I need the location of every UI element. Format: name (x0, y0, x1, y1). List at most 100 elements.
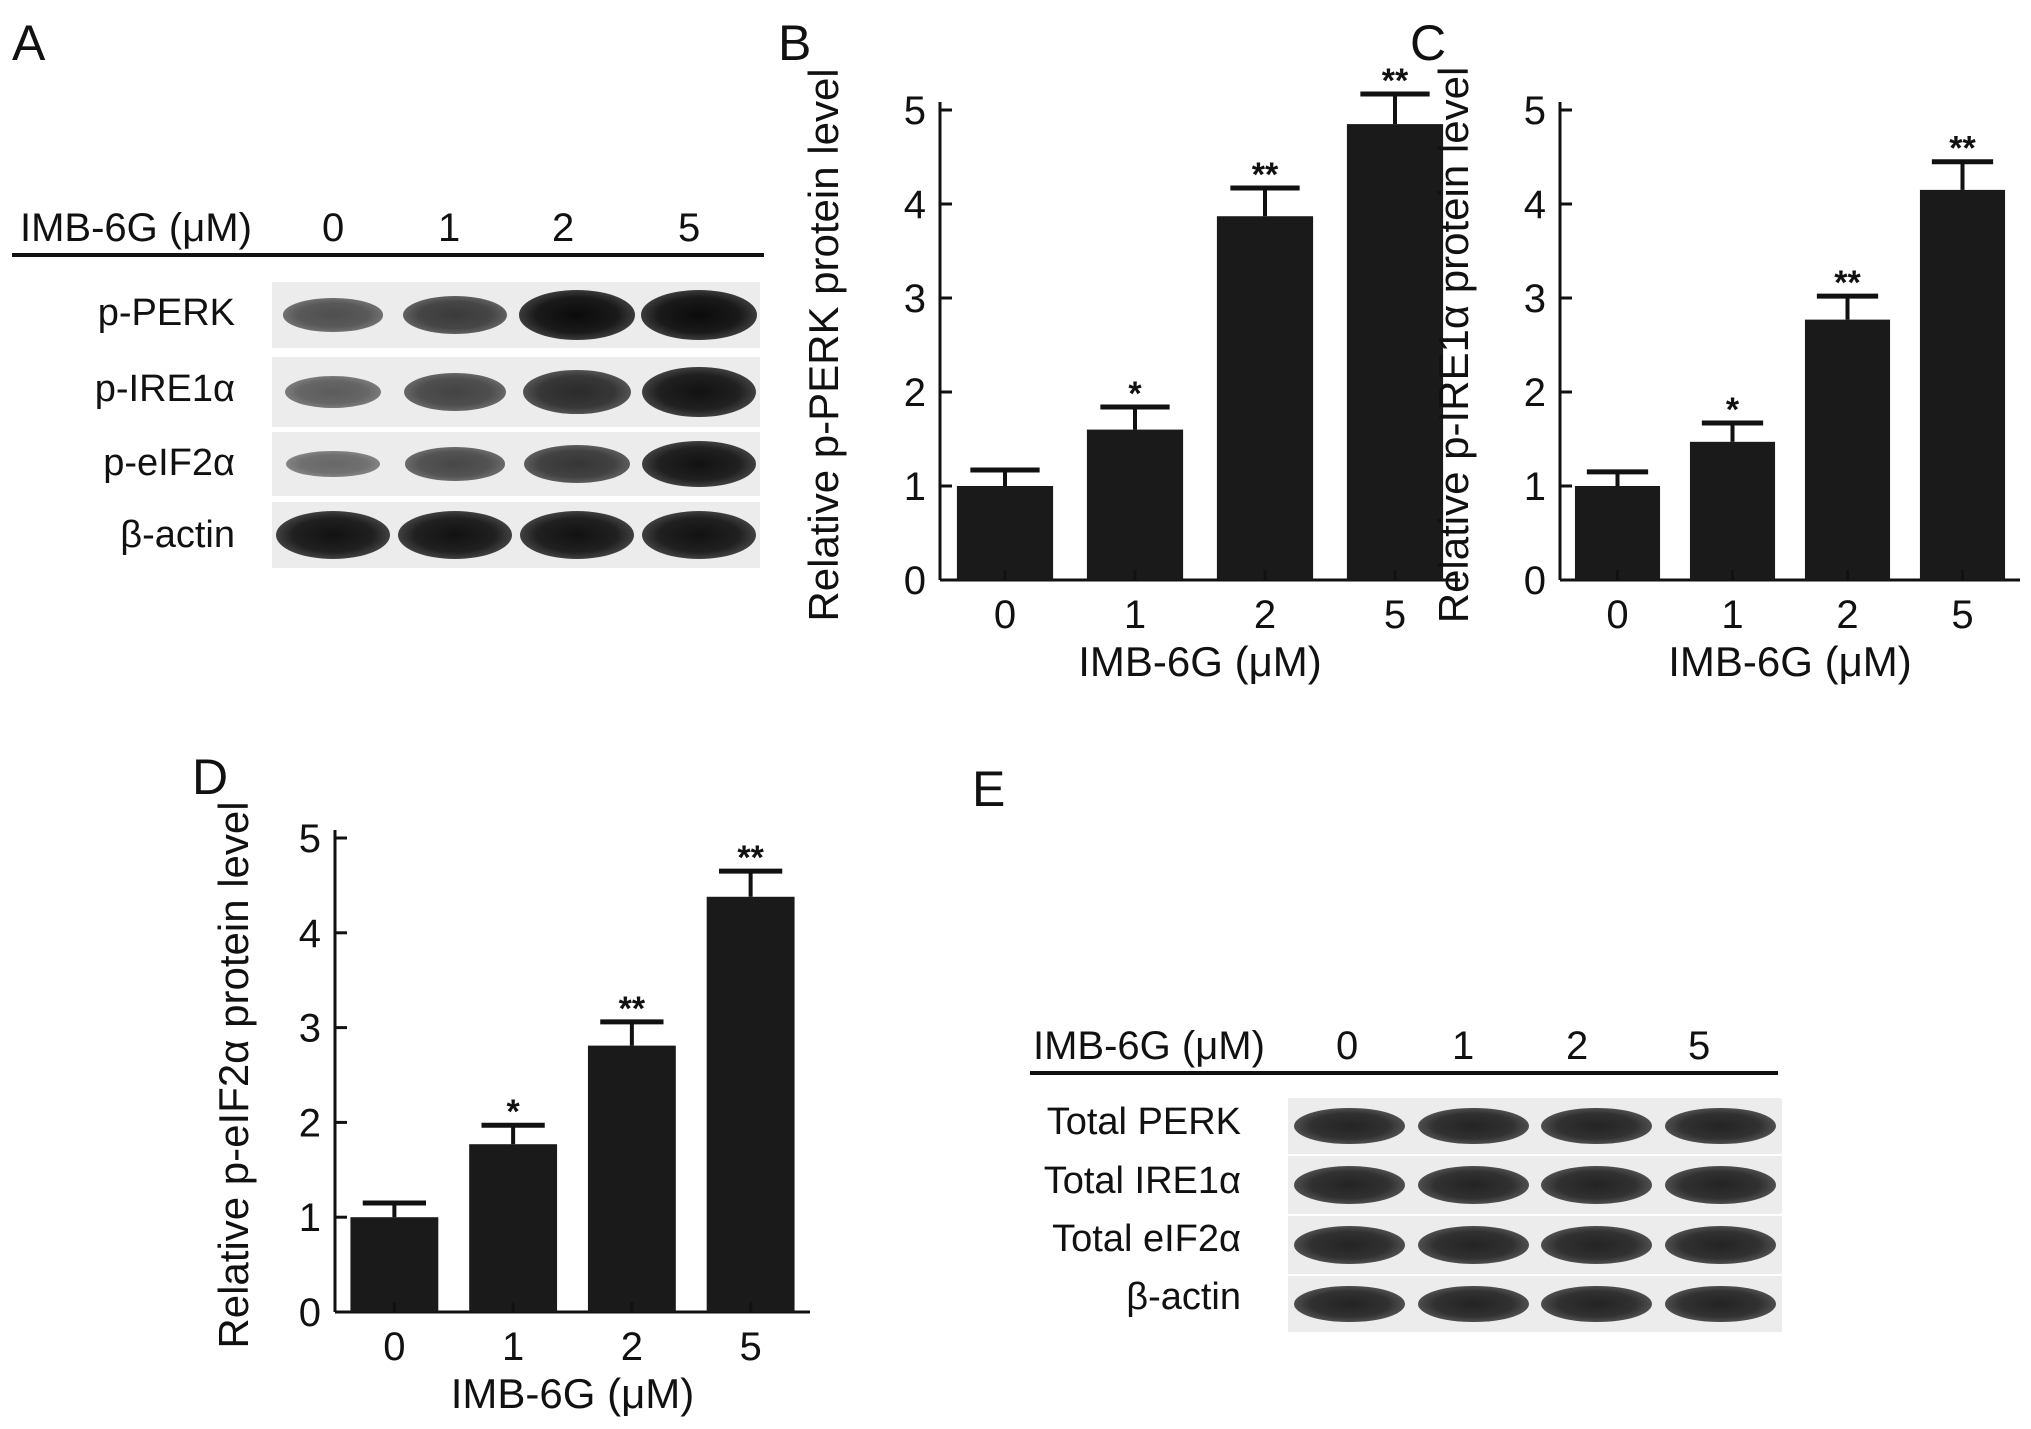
y-tick-label: 5 (1524, 89, 1546, 133)
bar (1804, 319, 1891, 580)
band-lane-0 (284, 375, 382, 408)
blot-e-row-label: Total eIF2α (1052, 1218, 1241, 1260)
significance-label: ** (1949, 130, 1976, 168)
y-tick-label: 1 (1524, 465, 1546, 509)
blot-a-strip-0 (272, 282, 760, 348)
bar (706, 896, 795, 1312)
y-tick-label: 1 (904, 465, 926, 509)
x-tick-label: 1 (1721, 593, 1743, 637)
blot-a-strip-1 (272, 357, 760, 427)
significance-label: * (1128, 375, 1142, 413)
band-lane-2 (1541, 1285, 1653, 1323)
blot-panel-a: IMB-6G (μM) 0 1 2 5 p-PERK p-IRE1α p-eIF… (0, 0, 780, 580)
x-tick-label: 1 (1124, 593, 1146, 637)
y-tick-label: 0 (299, 1291, 321, 1335)
band-lane-3 (641, 440, 757, 488)
band-lane-3 (1664, 1225, 1776, 1265)
band-lane-3 (1664, 1165, 1776, 1205)
band-lane-1 (1417, 1285, 1529, 1323)
bar (1919, 189, 2006, 580)
blot-e-strip-1 (1288, 1156, 1782, 1214)
blot-a-header-rule (12, 253, 764, 257)
significance-label: ** (619, 990, 646, 1028)
y-tick-label: 4 (904, 183, 926, 227)
band-lane-1 (1417, 1107, 1529, 1145)
blot-e-dose-5: 5 (1688, 1024, 1711, 1068)
y-tick-label: 4 (299, 912, 321, 956)
blot-e-row-label: Total IRE1α (1043, 1160, 1241, 1202)
y-tick-label: 0 (904, 559, 926, 603)
bar-chart-c: 0 1 2 3 4 5 0 * 1 ** 2 ** 5 IMB-6G (μM) Relative p-IRE… (1430, 67, 2020, 685)
bar (587, 1045, 676, 1312)
band-lane-0 (283, 298, 383, 332)
band-lane-3 (641, 290, 757, 340)
x-tick-label: 1 (502, 1325, 524, 1369)
band-lane-3 (641, 366, 757, 418)
band-lane-0 (286, 450, 380, 478)
band-lane-2 (1541, 1107, 1653, 1145)
bar (1574, 486, 1661, 580)
panel-letter-b: B (778, 15, 812, 71)
panel-letter-c: C (1410, 15, 1447, 71)
blot-a-header-label: IMB-6G (μM) (20, 206, 252, 250)
x-tick-label: 0 (1606, 593, 1628, 637)
bar (1689, 441, 1776, 580)
y-axis-title: Relative p-PERK protein level (800, 68, 847, 621)
blot-a-strip-3 (272, 502, 760, 568)
bar (350, 1217, 439, 1312)
y-tick-label: 2 (299, 1101, 321, 1145)
y-tick-label: 0 (1524, 559, 1546, 603)
blot-e-header-label: IMB-6G (μM) (1033, 1024, 1265, 1068)
bar-chart-d: 0 1 2 3 4 5 0 * 1 ** 2 ** 5 IMB-6G (μM) Relative p-eIF… (210, 801, 810, 1417)
y-tick-label: 2 (904, 371, 926, 415)
blot-a-dose-2: 2 (552, 206, 575, 250)
significance-label: ** (1382, 62, 1409, 100)
band-lane-1 (402, 295, 508, 335)
band-lane-3 (1664, 1107, 1776, 1145)
y-tick-label: 3 (299, 1007, 321, 1051)
band-lane-1 (1417, 1165, 1529, 1205)
band-lane-0 (275, 510, 391, 559)
bar (956, 486, 1054, 580)
y-tick-label: 2 (1524, 371, 1546, 415)
significance-label: * (507, 1093, 521, 1131)
x-axis-title: IMB-6G (μM) (1078, 638, 1322, 685)
band-lane-2 (1541, 1165, 1653, 1205)
y-tick-label: 4 (1524, 183, 1546, 227)
y-tick-label: 3 (904, 277, 926, 321)
y-axis-title: Relative p-IRE1α protein level (1430, 67, 1477, 624)
significance-label: * (1726, 391, 1740, 429)
band-lane-0 (1294, 1107, 1406, 1145)
bar (469, 1144, 558, 1312)
panel-letter-e: E (972, 761, 1006, 817)
blot-e-dose-2: 2 (1566, 1024, 1589, 1068)
x-tick-label: 0 (994, 593, 1016, 637)
significance-label: ** (1252, 156, 1279, 194)
band-lane-2 (519, 510, 635, 559)
band-lane-1 (397, 510, 513, 559)
blot-a-strip-2 (272, 432, 760, 496)
y-tick-label: 1 (299, 1196, 321, 1240)
x-tick-label: 2 (1836, 593, 1858, 637)
blot-e-row-label: Total PERK (1046, 1101, 1241, 1143)
band-lane-0 (1294, 1225, 1406, 1265)
band-lane-3 (641, 510, 757, 559)
band-lane-3 (1664, 1285, 1776, 1323)
significance-label: ** (1834, 264, 1861, 302)
y-tick-label: 5 (904, 89, 926, 133)
band-lane-2 (1541, 1225, 1653, 1265)
panel-letter-a: A (12, 15, 46, 71)
band-lane-0 (1294, 1285, 1406, 1323)
blot-e-dose-1: 1 (1452, 1024, 1475, 1068)
blot-e-strip-0 (1288, 1098, 1782, 1154)
blot-a-row-label: p-eIF2α (103, 442, 235, 484)
significance-label: ** (737, 839, 764, 877)
band-lane-2 (519, 290, 635, 340)
x-tick-label: 0 (383, 1325, 405, 1369)
band-lane-1 (404, 447, 506, 481)
y-tick-label: 5 (299, 817, 321, 861)
x-axis-title: IMB-6G (μM) (451, 1370, 695, 1417)
x-tick-label: 2 (621, 1325, 643, 1369)
blot-e-row-label: β-actin (1126, 1276, 1241, 1318)
